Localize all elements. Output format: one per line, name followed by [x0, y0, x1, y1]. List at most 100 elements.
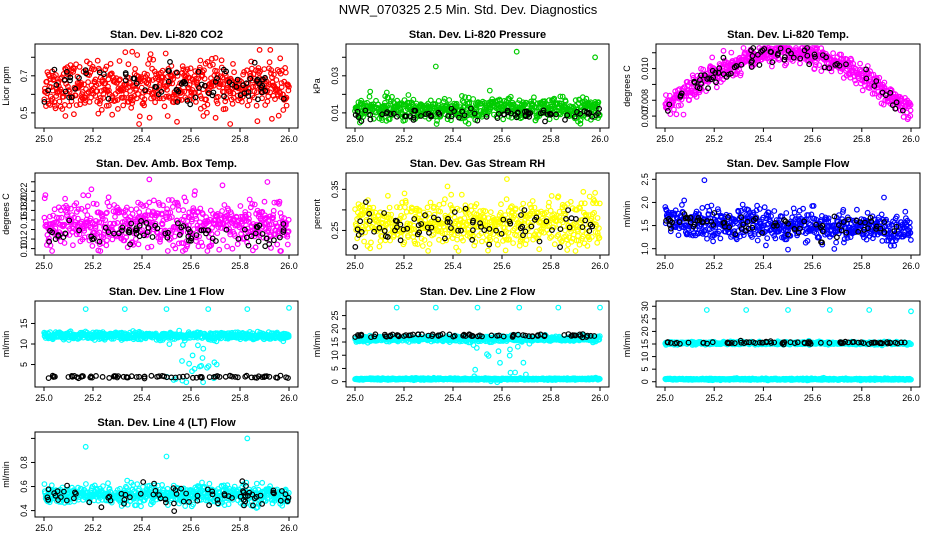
subset-point: [806, 61, 813, 68]
x-tick-label: 25.4: [444, 261, 462, 271]
subset-point: [67, 74, 74, 81]
data-point: [246, 97, 253, 104]
plot-frame: [34, 172, 299, 256]
data-point: [97, 94, 104, 101]
subset-point: [187, 228, 193, 235]
subset-point: [698, 72, 704, 79]
subset-point: [105, 229, 112, 236]
data-point: [285, 216, 292, 223]
data-point: [92, 76, 99, 83]
subset-point: [164, 234, 171, 241]
data-point: [728, 49, 735, 56]
subset-point: [122, 77, 129, 84]
data-point: [738, 70, 744, 77]
panel-title: Stan. Dev. Line 1 Flow: [109, 286, 225, 298]
data-point: [275, 112, 282, 119]
subset-point: [174, 220, 181, 227]
outlier-point: [785, 246, 791, 253]
y-tick-label: 0: [330, 379, 340, 384]
data-point: [260, 234, 267, 241]
data-point: [541, 100, 548, 107]
subset-point: [198, 81, 205, 88]
data-point: [358, 97, 365, 104]
data-point: [84, 212, 91, 219]
data-point: [117, 76, 123, 83]
outlier-point: [592, 54, 598, 61]
data-point: [64, 204, 71, 211]
data-point: [681, 197, 688, 204]
subset-point: [187, 101, 194, 108]
data-point: [163, 93, 170, 100]
x-tick-label: 25.2: [84, 134, 102, 144]
y-tick-label: 1.5: [640, 219, 650, 232]
subset-point: [96, 238, 103, 245]
data-point: [440, 98, 447, 105]
data-point: [201, 67, 207, 74]
y-tick-label: 5: [19, 362, 29, 367]
figure-title: NWR_070325 2.5 Min. Std. Dev. Diagnostic…: [338, 2, 598, 17]
data-point: [562, 98, 569, 105]
subset-point: [182, 80, 189, 87]
data-point: [214, 100, 221, 107]
data-point: [461, 215, 468, 222]
subset-point: [811, 51, 818, 58]
subset-point: [212, 238, 219, 244]
data-point: [663, 92, 669, 98]
subset-point: [214, 75, 220, 82]
subset-point: [127, 241, 134, 248]
subset-point: [203, 230, 209, 237]
data-point: [234, 241, 241, 248]
data-point: [367, 88, 374, 95]
data-point: [710, 238, 716, 245]
y-tick-label: 0.007: [640, 105, 650, 128]
data-point: [713, 84, 720, 91]
data-point: [75, 206, 82, 213]
data-point: [103, 237, 110, 244]
subset-point: [45, 87, 52, 94]
data-point: [244, 239, 251, 246]
data-point: [134, 90, 141, 97]
data-point: [424, 204, 431, 211]
data-point: [277, 70, 284, 77]
data-point: [461, 226, 468, 233]
subset-point: [843, 61, 849, 68]
subset-point: [451, 108, 458, 114]
data-point: [456, 207, 463, 213]
subset-point: [804, 52, 811, 59]
data-point: [377, 238, 384, 244]
subset-point: [666, 101, 673, 108]
data-point: [680, 111, 687, 118]
subset-point: [174, 99, 181, 105]
x-tick-label: 25.8: [542, 134, 560, 144]
data-point: [251, 201, 258, 208]
data-point: [397, 204, 403, 211]
data-point: [97, 248, 104, 254]
data-point: [51, 219, 57, 226]
data-point: [448, 191, 455, 198]
data-point: [375, 212, 382, 219]
subset-point: [542, 118, 548, 125]
y-tick-label: 5: [330, 366, 340, 371]
subset-point: [887, 89, 894, 96]
subset-point: [474, 117, 481, 124]
data-point: [174, 72, 181, 79]
data-point: [76, 231, 83, 238]
data-point: [411, 230, 418, 237]
data-point: [221, 202, 228, 208]
subset-point: [713, 79, 719, 86]
data-point: [859, 87, 866, 94]
data-point: [200, 113, 207, 119]
x-tick-label: 25.0: [656, 134, 674, 144]
subset-point: [67, 77, 73, 84]
subset-point: [148, 372, 155, 379]
subset-point: [198, 227, 205, 234]
subset-point: [710, 74, 716, 81]
subset-point: [471, 110, 478, 117]
data-point: [145, 61, 152, 67]
subset-point: [55, 233, 62, 240]
data-point: [102, 217, 109, 224]
data-point: [204, 101, 211, 108]
data-point: [866, 85, 873, 91]
data-point: [507, 93, 514, 100]
